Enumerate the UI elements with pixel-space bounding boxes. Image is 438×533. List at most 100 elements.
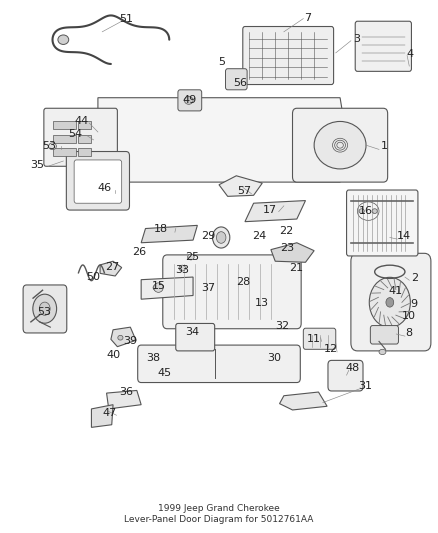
FancyBboxPatch shape — [66, 151, 130, 210]
Ellipse shape — [212, 227, 230, 248]
Ellipse shape — [216, 232, 226, 243]
Text: 9: 9 — [410, 300, 417, 310]
Text: 56: 56 — [233, 78, 247, 88]
Polygon shape — [106, 391, 141, 409]
Text: 34: 34 — [185, 327, 199, 337]
Bar — [53, 148, 76, 156]
Polygon shape — [141, 225, 198, 243]
Text: 24: 24 — [252, 231, 266, 241]
Polygon shape — [245, 200, 305, 222]
Text: 14: 14 — [397, 231, 411, 241]
Ellipse shape — [386, 297, 394, 307]
FancyBboxPatch shape — [304, 328, 336, 349]
FancyBboxPatch shape — [138, 345, 300, 383]
Polygon shape — [92, 405, 113, 427]
Ellipse shape — [369, 277, 410, 327]
FancyBboxPatch shape — [44, 108, 117, 166]
Text: 29: 29 — [201, 231, 215, 241]
FancyBboxPatch shape — [346, 190, 418, 256]
Text: 21: 21 — [289, 263, 303, 272]
Ellipse shape — [49, 143, 57, 150]
Text: 53: 53 — [37, 308, 51, 317]
Text: 49: 49 — [183, 95, 197, 106]
Text: 3: 3 — [353, 34, 360, 44]
Text: 37: 37 — [201, 282, 215, 293]
Text: 47: 47 — [103, 408, 117, 417]
Ellipse shape — [184, 96, 193, 104]
Ellipse shape — [187, 254, 194, 260]
Text: 28: 28 — [236, 277, 250, 287]
Ellipse shape — [154, 283, 163, 292]
Polygon shape — [219, 176, 262, 196]
Text: 39: 39 — [123, 336, 138, 346]
Polygon shape — [111, 327, 136, 346]
Text: 35: 35 — [30, 160, 44, 169]
Bar — [53, 122, 76, 130]
Text: 26: 26 — [132, 247, 146, 257]
Text: 54: 54 — [68, 128, 82, 139]
FancyBboxPatch shape — [176, 324, 215, 351]
FancyBboxPatch shape — [74, 160, 122, 203]
Text: 51: 51 — [119, 14, 133, 23]
Ellipse shape — [118, 335, 123, 340]
Polygon shape — [271, 243, 314, 262]
Text: 5: 5 — [219, 58, 226, 67]
Text: 7: 7 — [304, 13, 311, 22]
FancyBboxPatch shape — [355, 21, 411, 71]
Text: 12: 12 — [324, 344, 338, 354]
Text: 48: 48 — [345, 363, 359, 373]
Text: 27: 27 — [105, 262, 119, 271]
Text: 18: 18 — [154, 223, 168, 233]
Ellipse shape — [350, 194, 387, 228]
Text: 17: 17 — [263, 205, 277, 215]
Text: 53: 53 — [42, 141, 57, 151]
Text: 32: 32 — [276, 320, 290, 330]
Text: 31: 31 — [358, 381, 372, 391]
FancyBboxPatch shape — [178, 90, 202, 111]
Text: 46: 46 — [98, 183, 112, 193]
Text: 8: 8 — [406, 328, 413, 338]
Text: 36: 36 — [119, 386, 133, 397]
Text: 2: 2 — [411, 273, 418, 283]
FancyBboxPatch shape — [23, 285, 67, 333]
FancyBboxPatch shape — [226, 69, 247, 90]
Text: 33: 33 — [175, 265, 189, 275]
Text: 40: 40 — [106, 350, 120, 360]
Text: 30: 30 — [267, 353, 281, 364]
FancyBboxPatch shape — [328, 360, 363, 391]
Polygon shape — [279, 392, 327, 410]
Text: 1: 1 — [381, 141, 388, 151]
Ellipse shape — [379, 349, 386, 354]
Ellipse shape — [58, 35, 69, 44]
FancyBboxPatch shape — [243, 27, 334, 85]
Text: 16: 16 — [359, 206, 373, 216]
Polygon shape — [100, 261, 122, 276]
Polygon shape — [89, 98, 349, 182]
Text: 4: 4 — [406, 50, 414, 60]
Bar — [53, 135, 76, 142]
Ellipse shape — [179, 265, 185, 271]
Text: 41: 41 — [389, 286, 403, 296]
Text: 1999 Jeep Grand Cherokee
Lever-Panel Door Diagram for 5012761AA: 1999 Jeep Grand Cherokee Lever-Panel Doo… — [124, 505, 314, 524]
Bar — [78, 122, 92, 130]
Text: 50: 50 — [86, 272, 100, 282]
Ellipse shape — [39, 302, 50, 316]
Text: 38: 38 — [146, 353, 160, 364]
Bar — [78, 135, 92, 142]
Text: 25: 25 — [185, 252, 199, 262]
FancyBboxPatch shape — [163, 255, 301, 329]
Ellipse shape — [153, 285, 159, 290]
Text: 44: 44 — [74, 116, 88, 126]
Ellipse shape — [33, 294, 57, 323]
Text: 10: 10 — [402, 311, 416, 321]
Bar — [78, 148, 92, 156]
Ellipse shape — [314, 122, 366, 169]
Text: 57: 57 — [237, 186, 251, 196]
Ellipse shape — [372, 209, 377, 214]
Text: 22: 22 — [279, 225, 293, 236]
FancyBboxPatch shape — [293, 108, 388, 182]
Text: 45: 45 — [158, 368, 172, 378]
FancyBboxPatch shape — [351, 253, 431, 351]
Text: 15: 15 — [152, 281, 166, 291]
Ellipse shape — [359, 209, 364, 214]
